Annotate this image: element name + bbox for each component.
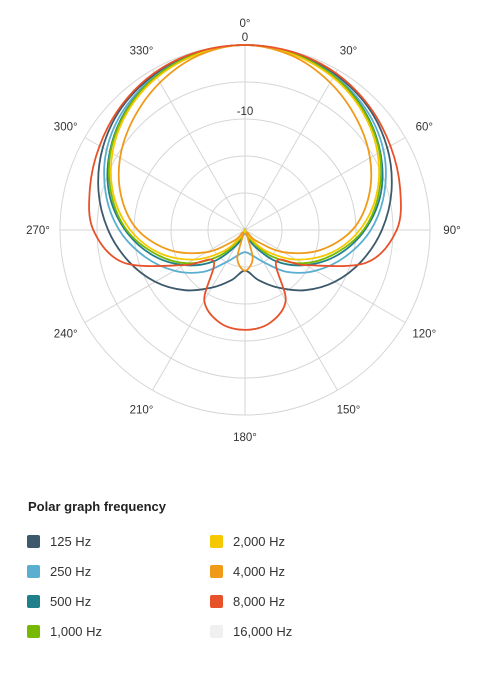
legend-column-left: 125 Hz 250 Hz 500 Hz 1,000 Hz [27,526,102,646]
angle-tick-label: 120° [412,329,436,341]
angle-tick-label: 150° [337,404,361,416]
legend-item-16000hz[interactable]: 16,000 Hz [210,616,292,646]
series-line-8000hz-hz [88,44,402,331]
legend-label: 500 Hz [50,593,92,609]
grid-spoke-210 [152,229,246,391]
legend-swatch [27,624,40,638]
polar-curves [88,44,402,331]
legend-item-8000hz[interactable]: 8,000 Hz [210,586,292,616]
legend-swatch [210,624,223,638]
grid-spoke-300 [84,137,246,231]
grid-spoke-240 [84,229,246,323]
legend-swatch [210,564,223,578]
legend-label: 16,000 Hz [233,623,293,639]
angle-tick-label: 180° [233,432,257,444]
legend-swatch [27,594,40,608]
legend-column-right: 2,000 Hz 4,000 Hz 8,000 Hz 16,000 Hz [210,526,292,646]
legend-swatch [27,564,40,578]
legend-label: 4,000 Hz [233,563,286,579]
angle-tick-label: 270° [26,225,50,237]
series-line-2000hz-hz [110,44,380,261]
legend-label: 1,000 Hz [50,623,103,639]
angle-tick-label: 0° [240,18,251,30]
legend-label: 8,000 Hz [233,593,286,609]
polar-chart: 0° 30° 60° 90° 120° 150° 180° 210° 240° 270° 300° 3… [26,18,461,444]
polar-grid [59,44,431,416]
grid-spoke-30 [244,69,338,231]
legend-item-2000hz[interactable]: 2,000 Hz [210,526,292,556]
angle-tick-label: 30° [340,46,357,58]
angle-tick-label: 210° [130,404,154,416]
legend-item-4000hz[interactable]: 4,000 Hz [210,556,292,586]
grid-spoke-120 [244,229,406,323]
legend-item-1000hz[interactable]: 1,000 Hz [27,616,102,646]
angle-tick-label: 90° [443,225,460,237]
radial-tick-label: 0 [242,32,248,44]
grid-spoke-60 [244,137,406,231]
angle-tick-label: 240° [54,329,78,341]
polar-labels: 0° 30° 60° 90° 120° 150° 180° 210° 240° 270° 300° 3… [26,18,461,444]
legend-label: 125 Hz [50,533,92,549]
legend-swatch [210,594,223,608]
angle-tick-label: 60° [416,122,433,134]
legend-item-500hz[interactable]: 500 Hz [27,586,102,616]
legend-title: Polar graph frequency [28,499,166,514]
grid-spoke-330 [152,69,246,231]
legend-label: 250 Hz [50,563,92,579]
grid-spoke-150 [244,229,338,391]
radial-tick-label: -10 [237,106,254,118]
legend-swatch [210,534,223,548]
legend-item-250hz[interactable]: 250 Hz [27,556,102,586]
series-line-250hz-hz [103,44,387,274]
legend-label: 2,000 Hz [233,533,286,549]
legend-swatch [27,534,40,548]
series-line-4000hz-hz [117,44,373,272]
legend-item-125hz[interactable]: 125 Hz [27,526,102,556]
angle-tick-label: 300° [54,122,78,134]
angle-tick-label: 330° [130,46,154,58]
